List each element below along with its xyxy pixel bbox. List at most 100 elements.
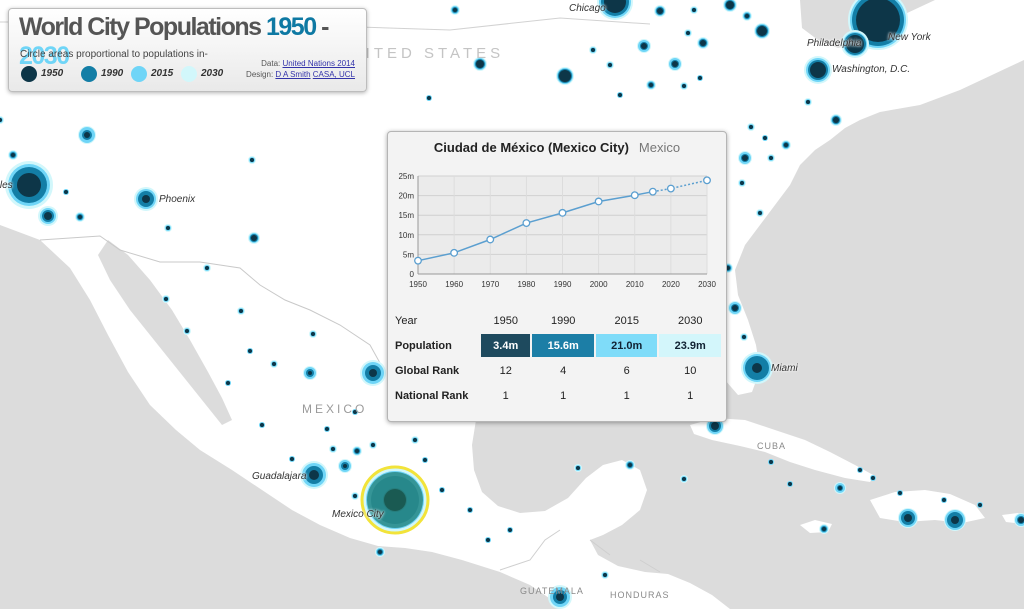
city-circle-1950	[353, 494, 357, 498]
city-circle-1950	[858, 468, 862, 472]
national-rank-cell: 1	[623, 389, 630, 402]
table-row-year: Year 1950 1990 2015 2030	[393, 309, 721, 332]
city-circle-1950	[205, 266, 209, 270]
credit-design-prefix: Design:	[246, 70, 274, 79]
data-point[interactable]	[450, 248, 459, 257]
data-point[interactable]	[414, 256, 422, 265]
legend-swatch-2015	[131, 66, 147, 82]
city-circle-1950	[951, 516, 959, 524]
subtitle: Circle areas proportional to populations…	[20, 49, 208, 60]
x-tick-label: 2010	[626, 280, 644, 289]
data-point[interactable]	[703, 176, 711, 185]
city-circle-1950	[453, 8, 457, 12]
city-circle-1950	[343, 464, 347, 468]
population-line	[417, 190, 653, 262]
city-circle-1950	[788, 482, 792, 486]
legend-swatch-1950	[21, 66, 37, 82]
city-circle-1950	[711, 422, 719, 430]
city-circle-1950	[742, 155, 748, 161]
population-cell-2030: 23.9m	[659, 334, 721, 357]
y-tick-label: 25m	[398, 172, 414, 181]
legend-swatch-1990	[81, 66, 97, 82]
central-america-borders	[499, 529, 661, 573]
legend-label: 2015	[151, 68, 174, 79]
data-point[interactable]	[522, 219, 531, 227]
city-circle-1950	[413, 438, 417, 442]
city-circle-1950	[468, 508, 472, 512]
city-circle-1950	[604, 0, 626, 13]
data-point[interactable]	[648, 187, 657, 196]
population-cell-1990: 15.6m	[532, 334, 594, 357]
global-rank-cell: 12	[499, 364, 512, 377]
city-label-mexico-city: Mexico City	[332, 509, 384, 520]
population-cell-2015: 21.0m	[595, 334, 658, 357]
year-cell: 2015	[614, 314, 639, 327]
city-circle-1950	[740, 181, 744, 185]
credit-designer-link[interactable]: D A Smith	[275, 70, 311, 79]
row-label-global-rank: Global Rank	[395, 364, 460, 377]
selected-city-highlight	[360, 465, 430, 535]
national-rank-cell: 1	[687, 389, 694, 402]
city-circle-1950	[64, 190, 68, 194]
credit-data-prefix: Data:	[261, 59, 281, 68]
national-rank-cell: 1	[560, 389, 567, 402]
city-circle-1950	[556, 593, 564, 601]
city-circle-1950	[226, 381, 230, 385]
city-circle-1950	[833, 117, 839, 123]
city-circle-1950	[311, 332, 315, 336]
city-circle-1950	[898, 491, 902, 495]
legend-label: 1950	[41, 68, 64, 79]
city-circle-1950	[559, 70, 571, 82]
city-circle-1950	[732, 305, 738, 311]
title-year-end: 2030	[19, 42, 70, 70]
city-circle-1950	[17, 173, 41, 197]
city-circle-1950	[904, 514, 912, 522]
city-circle-1950	[369, 369, 377, 377]
city-circle-1950	[846, 35, 864, 53]
city-circle-1950	[763, 136, 767, 140]
city-circle-1950	[164, 297, 168, 301]
city-circle-1950	[248, 349, 252, 353]
popup-header: Ciudad de México (Mexico City) Mexico	[388, 140, 726, 155]
city-circle-1950	[251, 235, 257, 241]
data-point[interactable]	[486, 235, 495, 244]
x-tick-label: 2000	[590, 280, 608, 289]
y-tick-label: 0	[410, 270, 415, 279]
city-circle-1950	[0, 118, 2, 122]
city-circle-1950	[603, 573, 607, 577]
year-cell: 1990	[550, 314, 576, 327]
city-circle-1950	[742, 335, 746, 339]
city-label-miami: Miami	[771, 363, 798, 374]
population-cell-1950: 3.4m	[481, 334, 531, 357]
credit-data-link[interactable]: United Nations 2014	[282, 59, 356, 68]
city-circle-1950	[649, 83, 653, 87]
city-circle-1950	[682, 84, 686, 88]
data-point[interactable]	[558, 208, 567, 217]
credit-org-link[interactable]: CASA, UCL	[312, 70, 355, 79]
data-point[interactable]	[666, 184, 675, 193]
table-row-national-rank: National Rank 1 1 1 1	[393, 384, 721, 407]
city-circle-1950	[239, 309, 243, 313]
city-circle-1950	[1018, 517, 1024, 523]
city-label-chicago: Chicago	[569, 3, 606, 14]
city-circle-1950	[698, 76, 702, 80]
x-tick-label: 1950	[409, 280, 427, 289]
data-point[interactable]	[594, 197, 603, 206]
global-rank-cell: 4	[560, 364, 567, 377]
city-circle-1950	[142, 195, 150, 203]
city-circle-1950	[871, 476, 875, 480]
data-point[interactable]	[630, 191, 639, 200]
table-row-global-rank: Global Rank 12 4 6 10	[393, 359, 721, 382]
city-circle-1950	[769, 156, 773, 160]
city-circle-1950	[78, 215, 82, 219]
city-circle-1950	[371, 443, 375, 447]
city-circle-1950	[331, 447, 335, 451]
city-circle-1950	[838, 486, 842, 490]
x-tick-label: 1980	[517, 280, 535, 289]
city-circle-1950	[423, 458, 427, 462]
city-label-washington: Washington, D.C.	[832, 64, 911, 75]
city-circle-1950	[476, 60, 484, 68]
city-circle-1950	[628, 463, 632, 467]
city-circle-1950	[942, 498, 946, 502]
